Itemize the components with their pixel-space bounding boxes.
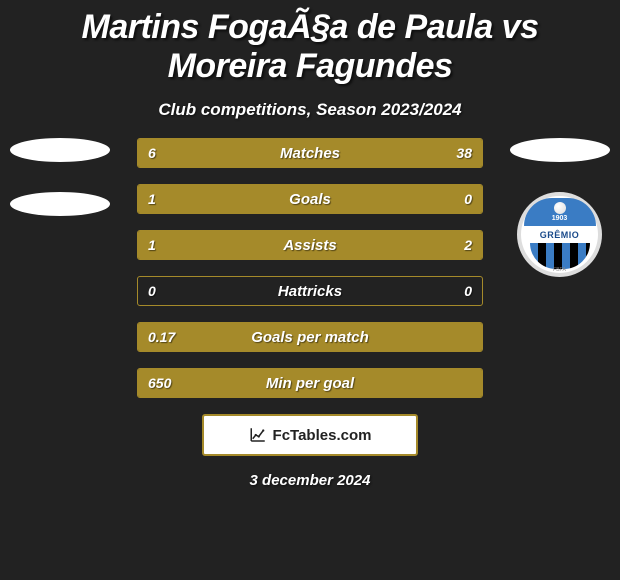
stat-row: 650Min per goal [137, 368, 483, 398]
badge-mid-section: GRÊMIO [524, 226, 596, 244]
stat-label: Goals per match [138, 329, 482, 346]
stat-label: Matches [138, 145, 482, 162]
club-right-placeholder [510, 138, 610, 162]
stat-bars-container: 6Matches381Goals01Assists20Hattricks00.1… [137, 138, 483, 398]
stat-label: Goals [138, 191, 482, 208]
page-title: Martins FogaÃ§a de Paula vs Moreira Fagu… [0, 0, 620, 86]
credit-text: FcTables.com [273, 427, 372, 444]
club-left-placeholder-1 [10, 138, 110, 162]
stat-row: 1Goals0 [137, 184, 483, 214]
stat-value-right: 38 [456, 145, 472, 161]
date-line: 3 december 2024 [0, 472, 620, 489]
club-right-badge: 1903 GRÊMIO FBPA [517, 192, 602, 277]
stats-area: 1903 GRÊMIO FBPA 6Matches38 1Goals0 1Assis… [0, 138, 620, 398]
stat-label: Min per goal [138, 375, 482, 392]
stat-row: 1Assists2 [137, 230, 483, 260]
stat-value-right: 0 [464, 283, 472, 299]
club-right-column: 1903 GRÊMIO FBPA [510, 138, 610, 277]
stat-row: 0Hattricks0 [137, 276, 483, 306]
stat-label: Assists [138, 237, 482, 254]
chart-icon [249, 426, 267, 444]
badge-year: 1903 [552, 215, 568, 222]
credit-box[interactable]: FcTables.com [202, 414, 418, 456]
badge-stripes [530, 243, 590, 269]
stat-value-right: 0 [464, 191, 472, 207]
stat-value-right: 2 [464, 237, 472, 253]
subtitle: Club competitions, Season 2023/2024 [0, 100, 620, 120]
stat-row: 0.17Goals per match [137, 322, 483, 352]
stat-label: Hattricks [138, 283, 482, 300]
badge-subtext: FBPA [553, 267, 566, 273]
badge-club-name: GRÊMIO [540, 230, 580, 240]
badge-top-section: 1903 [524, 198, 596, 226]
club-left-placeholder-2 [10, 192, 110, 216]
club-left-column [10, 138, 110, 246]
badge-ball-icon [554, 202, 566, 214]
stat-row: 6Matches38 [137, 138, 483, 168]
